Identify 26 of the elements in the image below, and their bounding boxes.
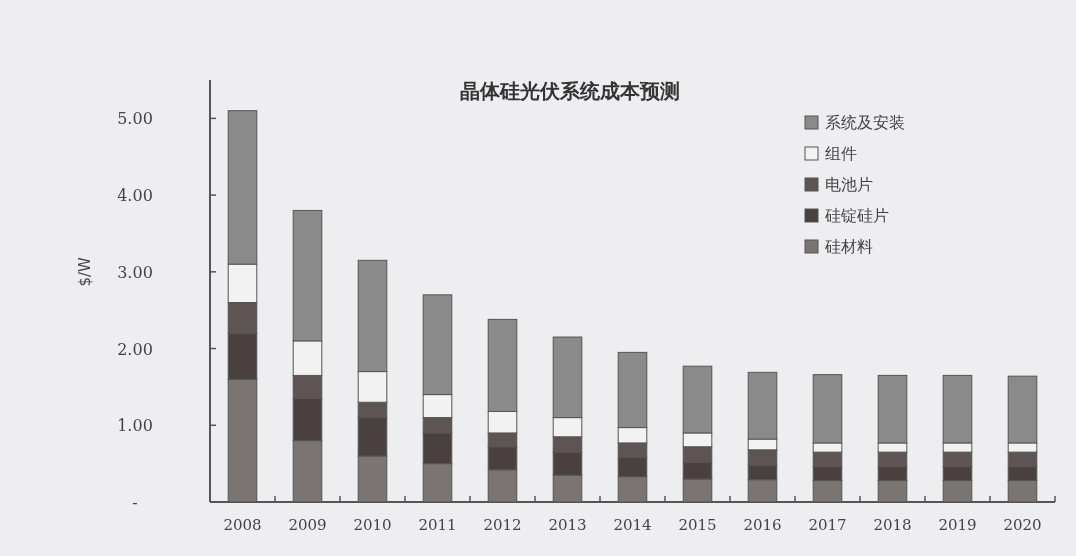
x-tick-label: 2017 [808,516,847,534]
x-tick-label: 2012 [483,516,522,534]
y-tick-label: - [132,493,138,512]
y-tick-label: 2.00 [117,339,153,359]
x-tick-label: 2008 [223,516,262,534]
x-tick-label: 2015 [678,516,717,534]
legend-label: 电池片 [825,175,873,194]
y-tick-label: 3.00 [117,262,153,282]
x-tick-label: 2010 [353,516,392,534]
legend-label: 硅锭硅片 [824,206,889,225]
x-tick-label: 2013 [548,516,587,534]
x-tick-label: 2018 [873,516,912,534]
x-tick-label: 2009 [288,516,327,534]
y-tick-label: 4.00 [117,186,153,206]
x-tick-label: 2016 [743,516,782,534]
chart-title: 晶体硅光伏系统成本预测 [460,79,680,103]
y-tick-label: 1.00 [117,416,153,436]
legend-label: 组件 [825,144,857,163]
x-tick-label: 2019 [938,516,977,534]
x-tick-label: 2011 [418,516,457,534]
legend-label: 硅材料 [824,237,873,256]
x-tick-label: 2020 [1003,516,1042,534]
y-tick-label: 5.00 [117,109,153,129]
x-tick-label: 2014 [613,516,652,534]
y-axis-title: $/W [76,256,94,287]
legend-label: 系统及安装 [825,113,905,132]
